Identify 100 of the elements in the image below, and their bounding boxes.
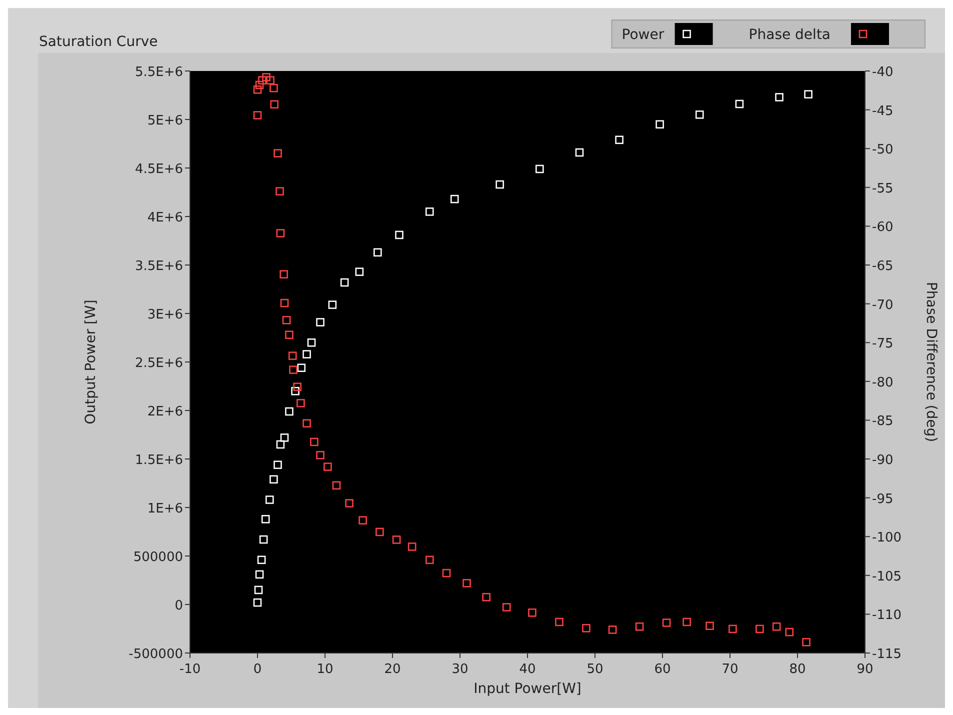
y-axis-title: Output Power [W] (83, 300, 99, 424)
y2-axis-title: Phase Difference (deg) (923, 282, 939, 442)
point (662, 618, 671, 627)
y2-tick-label: -60 (872, 220, 894, 236)
point (575, 148, 584, 157)
point (270, 100, 279, 109)
point (259, 535, 268, 544)
point (345, 499, 354, 508)
point (706, 622, 714, 630)
point (266, 76, 274, 84)
y-tick-label: 5.5E+6 (134, 65, 183, 80)
point (261, 514, 270, 524)
point (374, 248, 382, 257)
y-tick-label: 4E+6 (147, 210, 183, 226)
point (425, 208, 434, 216)
chart-title: Saturation Curve (39, 34, 158, 50)
point (555, 618, 564, 626)
y-tick-label: 1E+6 (147, 502, 183, 516)
point (289, 366, 298, 374)
point (254, 586, 263, 594)
point (735, 100, 744, 108)
point (255, 570, 264, 579)
y-tick-label: 500000 (133, 550, 183, 565)
point (695, 110, 704, 119)
y2-tick-label: -45 (872, 104, 894, 119)
y2-tick-label: -115 (872, 647, 902, 662)
point (332, 481, 341, 490)
point (502, 603, 511, 612)
point (376, 528, 384, 536)
y2-tick-label: -50 (872, 142, 894, 158)
point (482, 592, 490, 602)
y2-tick-label: -110 (872, 608, 902, 624)
point (297, 364, 306, 372)
y2-tick-label: -100 (872, 530, 902, 546)
point (536, 164, 544, 174)
y-tick-label: 0 (174, 598, 183, 614)
point (307, 338, 316, 347)
x-tick-label: -10 (179, 662, 201, 677)
point (258, 76, 266, 84)
point (324, 462, 332, 471)
point (340, 278, 349, 287)
point (608, 626, 617, 634)
point (310, 438, 318, 446)
point (280, 298, 289, 308)
point (262, 73, 270, 82)
point (291, 386, 300, 396)
point (302, 419, 311, 428)
point (425, 556, 434, 564)
point (270, 475, 278, 484)
point (756, 624, 764, 634)
point (253, 85, 262, 94)
y2-tick-label: -70 (872, 298, 894, 313)
point (266, 496, 274, 504)
x-axis-title: Input Power[W] (474, 681, 582, 697)
y2-tick-label: -40 (872, 65, 894, 80)
y-tick-label: 4.5E+6 (134, 162, 183, 177)
y-tick-label: 3.5E+6 (134, 259, 183, 274)
point (775, 93, 784, 102)
point (255, 80, 264, 90)
point (496, 180, 504, 189)
point (316, 450, 324, 460)
point (253, 111, 262, 120)
y-tick-label: 2E+6 (147, 404, 183, 420)
x-tick-label: 90 (856, 662, 874, 677)
point (442, 568, 451, 578)
point (635, 622, 644, 631)
y2-tick-label: -80 (872, 375, 894, 390)
point (288, 352, 297, 360)
point (285, 407, 294, 416)
y2-tick-label: -65 (872, 259, 894, 274)
x-tick-label: 0 (253, 662, 262, 677)
point (358, 516, 367, 524)
legend-label: Phase delta (748, 27, 831, 43)
point (395, 230, 404, 240)
point (682, 618, 691, 626)
point (462, 579, 471, 588)
x-tick-label: 10 (316, 662, 334, 677)
point (280, 270, 288, 278)
x-tick-label: 50 (586, 662, 604, 677)
y2-tick-label: -105 (872, 569, 902, 584)
y-tick-label: 3E+6 (147, 308, 183, 322)
y2-tick-label: -75 (872, 336, 894, 352)
x-tick-label: 80 (789, 662, 806, 677)
point (408, 542, 416, 551)
point (282, 316, 291, 324)
x-tick-label: 20 (384, 662, 401, 677)
point (293, 382, 302, 391)
y-tick-label: 1.5E+6 (134, 453, 183, 468)
point (582, 624, 590, 632)
point (772, 622, 781, 631)
y2-tick-label: -90 (872, 453, 894, 468)
point (785, 628, 794, 636)
x-tick-label: 30 (452, 662, 468, 677)
point (316, 318, 324, 326)
point (253, 598, 262, 607)
point (615, 136, 624, 144)
y2-tick-label: -55 (872, 181, 894, 196)
point (296, 398, 305, 408)
y2-tick-label: -95 (872, 492, 894, 507)
point (802, 638, 810, 646)
